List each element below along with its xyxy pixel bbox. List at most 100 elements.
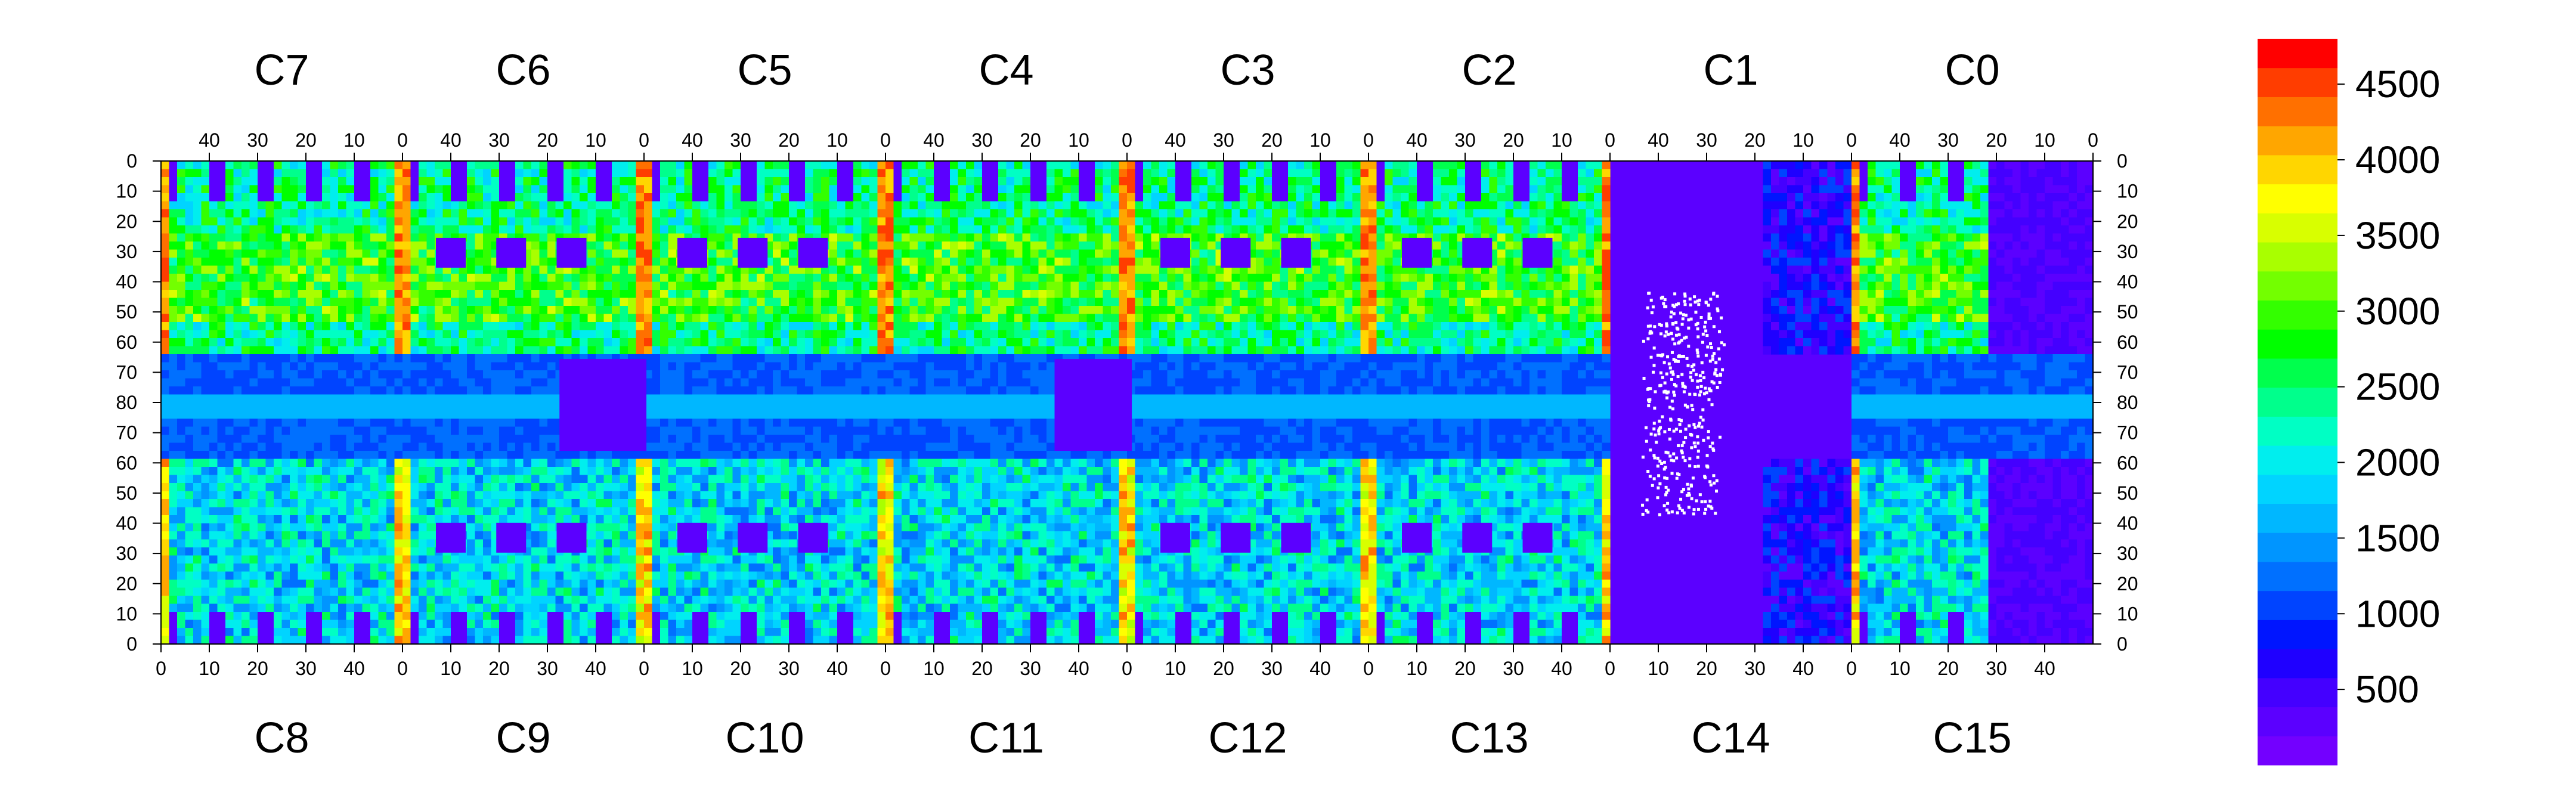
heatmap-cell: [596, 475, 605, 484]
heatmap-cell: [531, 580, 540, 589]
heatmap-cell: [169, 419, 178, 428]
heatmap-cell: [410, 571, 419, 580]
heatmap-cell: [773, 217, 782, 226]
heatmap-cell: [370, 402, 379, 411]
heatmap-cell: [225, 298, 234, 306]
heatmap-cell: [580, 612, 589, 621]
heatmap-cell: [290, 274, 299, 283]
heatmap-cell: [217, 249, 226, 258]
heatmap-cell: [668, 410, 677, 419]
heatmap-cell: [426, 451, 435, 460]
heatmap-cell: [507, 225, 516, 234]
heatmap-cell: [757, 587, 766, 596]
heatmap-cell: [306, 354, 315, 363]
heatmap-cell: [612, 193, 621, 202]
heatmap-cell: [435, 612, 444, 621]
heatmap-cell: [668, 636, 677, 645]
heatmap-cell: [475, 258, 484, 267]
heatmap-cell: [587, 281, 596, 290]
heatmap-cell: [330, 298, 339, 306]
heatmap-cell: [161, 410, 170, 419]
heatmap-cell: [515, 217, 524, 226]
heatmap-cell: [797, 636, 806, 645]
heatmap-cell: [370, 459, 379, 467]
heatmap-cell: [652, 394, 661, 403]
heatmap-cell: [789, 249, 798, 258]
heatmap-cell: [225, 258, 234, 267]
heatmap-cell: [242, 402, 250, 411]
heatmap-cell: [612, 571, 621, 580]
heatmap-cell: [813, 265, 822, 274]
heatmap-cell: [620, 499, 628, 508]
heatmap-cell: [757, 322, 766, 331]
heatmap-cell: [265, 354, 274, 363]
heatmap-cell: [177, 547, 186, 556]
heatmap-cell: [338, 193, 347, 202]
heatmap-cell: [290, 177, 299, 186]
heatmap-cell: [402, 564, 411, 572]
heatmap-cell: [612, 330, 621, 339]
heatmap-cell: [225, 499, 234, 508]
heatmap-cell: [491, 612, 500, 621]
heatmap-cell: [620, 580, 628, 589]
heatmap-cell: [451, 314, 460, 323]
heatmap-cell: [258, 580, 267, 589]
heatmap-cell: [419, 531, 428, 540]
heatmap-cell: [410, 564, 419, 572]
heatmap-cell: [571, 161, 580, 170]
heatmap-cell: [523, 483, 532, 492]
heatmap-cell: [716, 628, 725, 637]
heatmap-cell: [451, 394, 460, 403]
heatmap-cell: [580, 596, 589, 605]
heatmap-cell: [636, 587, 645, 596]
heatmap-cell: [741, 354, 750, 363]
heatmap-cell: [322, 580, 331, 589]
heatmap-cell: [298, 410, 306, 419]
heatmap-cell: [724, 209, 733, 218]
heatmap-cell: [290, 201, 299, 210]
heatmap-cell: [274, 330, 283, 339]
heatmap-cell: [491, 636, 500, 645]
heatmap-cell: [314, 177, 323, 186]
heatmap-cell: [410, 459, 419, 467]
heatmap-cell: [249, 370, 258, 379]
heatmap-cell: [161, 555, 170, 564]
heatmap-cell: [281, 394, 290, 403]
heatmap-cell: [483, 330, 492, 339]
heatmap-cell: [378, 442, 387, 451]
heatmap-cell: [362, 258, 371, 267]
heatmap-cell: [274, 547, 283, 556]
heatmap-cell: [523, 507, 532, 516]
heatmap-cell: [193, 338, 202, 347]
heatmap-cell: [564, 290, 572, 299]
heatmap-cell: [306, 225, 315, 234]
heatmap-cell: [587, 491, 596, 500]
heatmap-cell: [716, 314, 725, 323]
heatmap-cell: [330, 242, 339, 250]
heatmap-cell: [596, 596, 605, 605]
heatmap-cell: [789, 547, 798, 556]
heatmap-cell: [732, 330, 741, 339]
heatmap-cell: [531, 612, 540, 621]
heatmap-cell: [225, 314, 234, 323]
heatmap-cell: [483, 362, 492, 371]
heatmap-cell: [547, 539, 556, 548]
heatmap-cell: [338, 523, 347, 532]
heatmap-cell: [692, 636, 701, 645]
heatmap-cell: [306, 451, 315, 460]
heatmap-cell: [265, 571, 274, 580]
heatmap-cell: [314, 233, 323, 242]
heatmap-cell: [290, 419, 299, 428]
heatmap-cell: [346, 587, 355, 596]
heatmap-cell: [177, 491, 186, 500]
heatmap-cell: [330, 378, 339, 387]
heatmap-cell: [274, 394, 283, 403]
heatmap-cell: [177, 426, 186, 435]
heatmap-cell: [700, 628, 709, 637]
heatmap-cell: [652, 322, 661, 331]
heatmap-cell: [258, 539, 267, 548]
heatmap-cell: [773, 265, 782, 274]
heatmap-cell: [483, 491, 492, 500]
heatmap-cell: [306, 346, 315, 355]
